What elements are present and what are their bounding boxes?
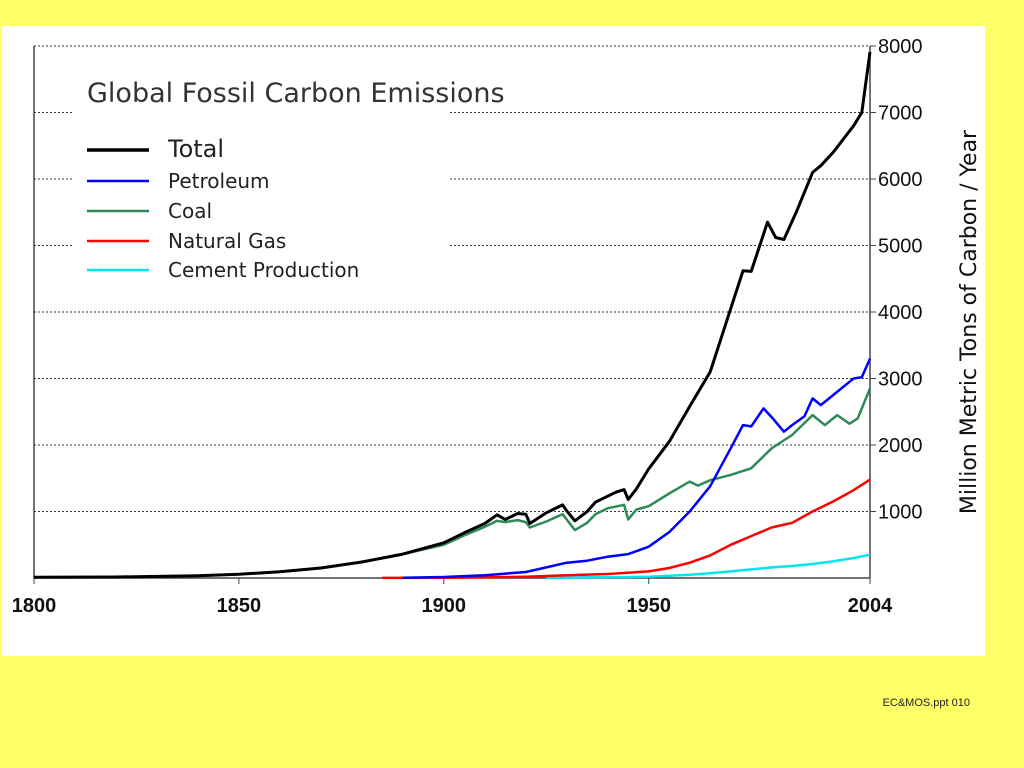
y-tick-label: 4000 — [878, 302, 923, 324]
y-tick-label: 2000 — [878, 435, 923, 457]
series-line-total — [33, 51, 872, 579]
tick-labels: 1000 2000 3000 4000 5000 6000 7000 8000 1800 1850… — [12, 36, 923, 617]
y-tick-label: 7000 — [878, 103, 923, 125]
line-chart: 1000 2000 3000 4000 5000 6000 7000 8000 1800 1850… — [12, 36, 982, 617]
legend-background — [74, 70, 450, 298]
legend-label: Natural Gas — [168, 229, 286, 253]
y-tick-label: 6000 — [878, 169, 923, 191]
series-line-petroleum — [402, 358, 872, 579]
y-tick-label: 3000 — [878, 369, 923, 391]
series-line-cement-production — [546, 553, 871, 579]
x-tick-label: 2004 — [848, 595, 893, 617]
x-tick-label: 1950 — [626, 595, 671, 617]
y-tick-label: 5000 — [878, 236, 923, 258]
x-tick-label: 1900 — [422, 595, 467, 617]
legend-label: Petroleum — [168, 169, 270, 193]
y-axis-label: Million Metric Tons of Carbon / Year — [957, 129, 982, 514]
series-line-coal — [33, 388, 872, 579]
legend: Total Petroleum Coal Natural Gas Cement Prod… — [87, 135, 359, 282]
x-tick-label: 1800 — [12, 595, 57, 617]
slide-footer: EC&MOS.ppt 010 — [882, 697, 970, 709]
series-lines — [33, 51, 872, 580]
x-tick-label: 1850 — [217, 595, 262, 617]
chart-panel: 1000 2000 3000 4000 5000 6000 7000 8000 1800 1850… — [2, 26, 985, 656]
legend-label: Total — [167, 135, 224, 163]
y-tick-label: 1000 — [878, 502, 923, 524]
legend-label: Cement Production — [168, 258, 359, 282]
legend-label: Coal — [168, 199, 212, 223]
series-line-natural-gas — [382, 478, 871, 580]
chart-title: Global Fossil Carbon Emissions — [87, 78, 505, 109]
y-tick-label: 8000 — [878, 36, 923, 58]
